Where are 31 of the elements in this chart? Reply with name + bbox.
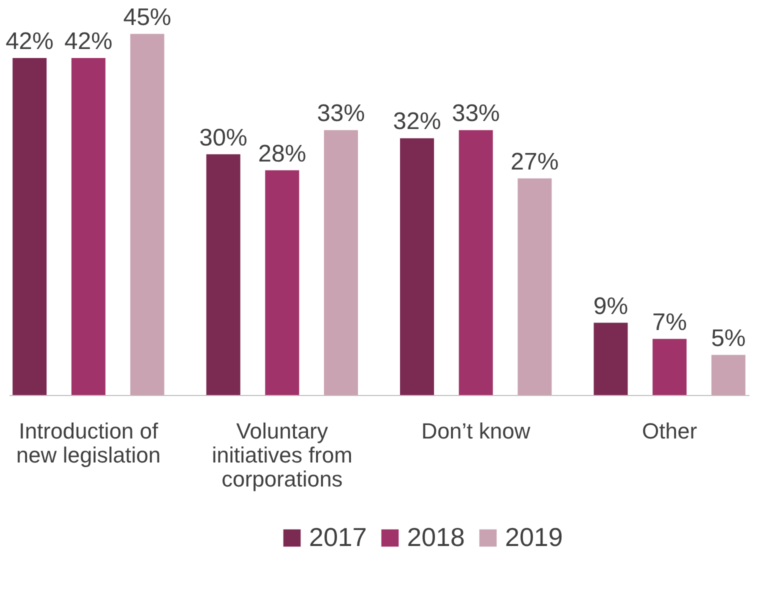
bar <box>594 322 628 395</box>
x-tick-label: Voluntary initiatives from corporations <box>212 418 352 492</box>
data-label: 45% <box>123 4 172 31</box>
legend-label: 2018 <box>407 522 465 552</box>
bar <box>400 138 434 395</box>
bar <box>711 354 746 395</box>
data-label: 7% <box>652 308 687 336</box>
data-label: 5% <box>711 324 746 352</box>
data-label: 30% <box>199 124 248 152</box>
legend-label: 2017 <box>309 522 367 552</box>
data-label: 32% <box>393 108 442 136</box>
data-label: 33% <box>452 100 500 128</box>
data-label: 27% <box>510 148 559 176</box>
x-tick-label: Introduction of new legislation <box>16 418 161 468</box>
bar <box>12 58 47 395</box>
bar <box>71 58 106 395</box>
data-label: 42% <box>6 28 54 55</box>
data-label: 33% <box>316 100 365 128</box>
data-label: 42% <box>64 28 112 55</box>
legend-label: 2019 <box>505 522 563 552</box>
x-tick-label: Other <box>642 418 698 444</box>
data-label: 28% <box>258 140 306 168</box>
bar <box>458 130 493 395</box>
bar <box>206 154 240 395</box>
bar <box>518 178 552 395</box>
data-label: 9% <box>593 292 628 320</box>
bar <box>652 338 687 395</box>
bar <box>324 130 358 395</box>
bar <box>265 170 300 395</box>
bar <box>130 34 164 395</box>
x-tick-label: Don’t know <box>421 418 530 444</box>
